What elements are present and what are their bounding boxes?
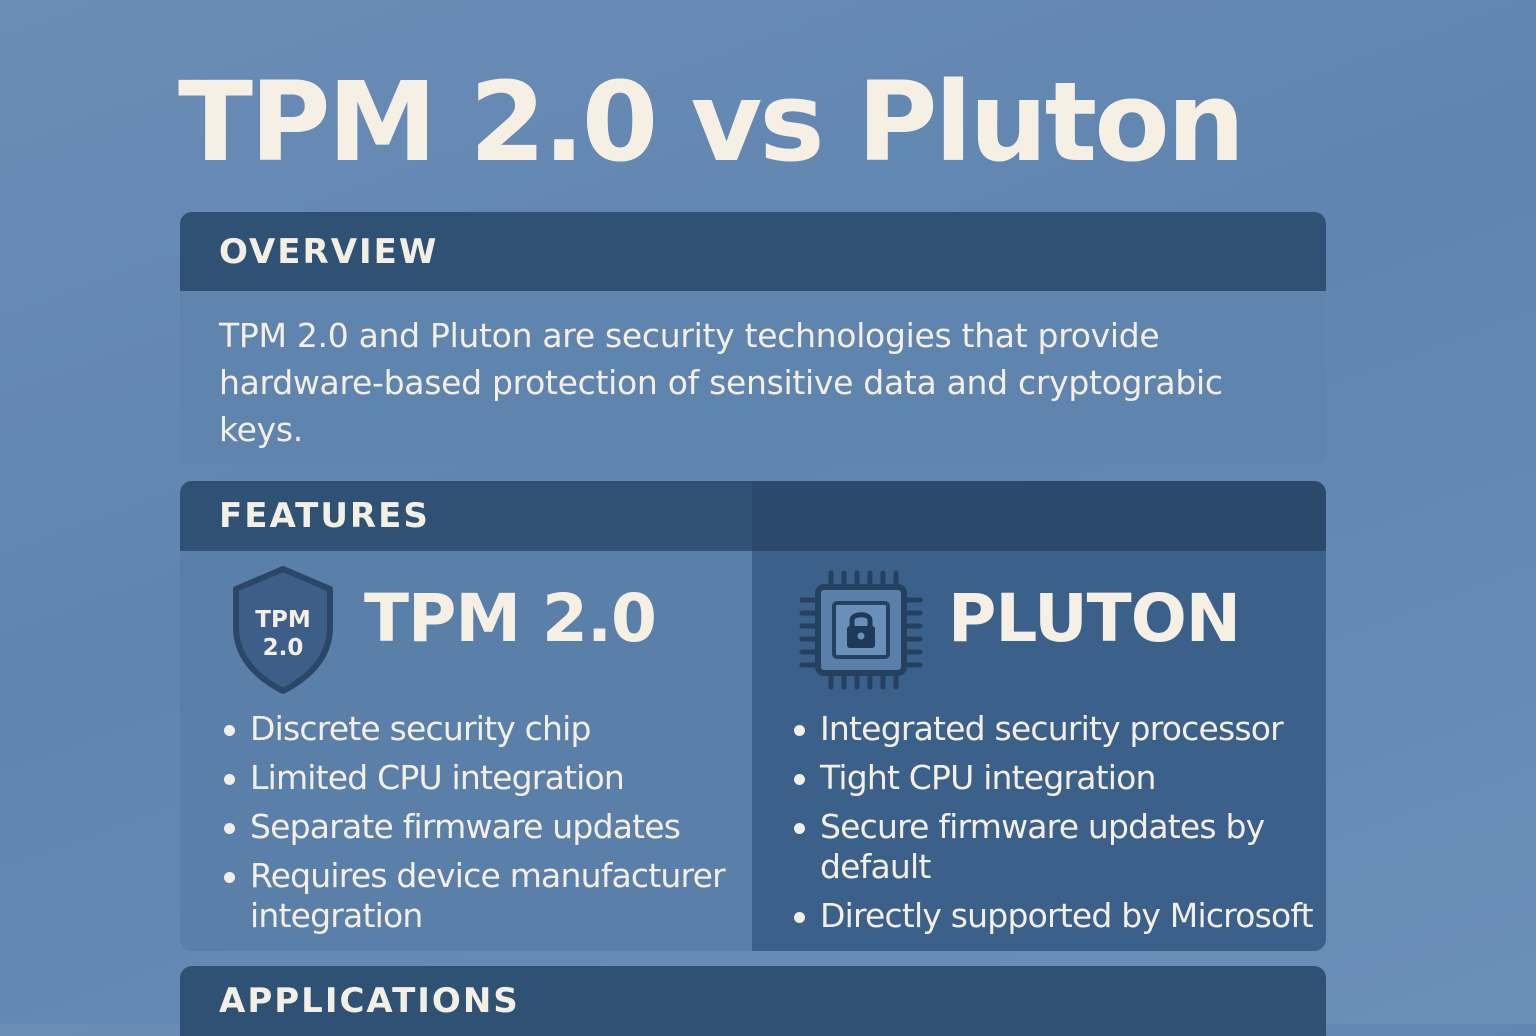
pluton-feature-item: Tight CPU integration [790,758,1320,798]
shield-icon-text-line1: TPM [255,607,310,633]
pluton-feature-list: Integrated security processor Tight CPU … [790,709,1320,945]
pluton-feature-item: Directly supported by Microsoft [790,896,1320,936]
applications-card: APPLICATIONS [180,966,1326,1036]
tpm-title: TPM 2.0 [364,580,657,657]
pluton-title: PLUTON [948,580,1241,657]
features-header-left: FEATURES [180,481,752,551]
pluton-feature-item: Secure firmware updates by default [790,807,1320,887]
shield-icon-text-line2: 2.0 [263,635,304,661]
overview-text: TPM 2.0 and Pluton are security technolo… [219,316,1223,449]
shield-icon: TPM 2.0 [233,566,333,694]
overview-header: OVERVIEW [180,212,1326,291]
page-title: TPM 2.0 vs Pluton [178,58,1245,186]
overview-heading: OVERVIEW [219,231,439,272]
tpm-feature-list: Discrete security chip Limited CPU integ… [220,709,750,945]
applications-header: APPLICATIONS [180,966,1326,1036]
pluton-column: PLUTON Integrated security processor Tig… [752,551,1326,951]
features-header: FEATURES [180,481,1326,551]
applications-heading: APPLICATIONS [219,981,520,1021]
tpm-column: TPM 2.0 TPM 2.0 Discrete security chip L… [180,551,752,951]
tpm-feature-item: Limited CPU integration [220,758,750,798]
features-card: FEATURES TPM 2.0 TPM 2.0 Discrete securi… [180,481,1326,951]
tpm-feature-item: Requires device manufacturer integration [220,856,750,936]
features-header-right [752,481,1326,551]
tpm-feature-item: Discrete security chip [220,709,750,749]
features-heading: FEATURES [219,496,430,536]
chip-lock-icon [799,570,923,690]
tpm-feature-item: Separate firmware updates [220,807,750,847]
pluton-feature-item: Integrated security processor [790,709,1320,749]
overview-card: OVERVIEW TPM 2.0 and Pluton are security… [180,212,1326,464]
